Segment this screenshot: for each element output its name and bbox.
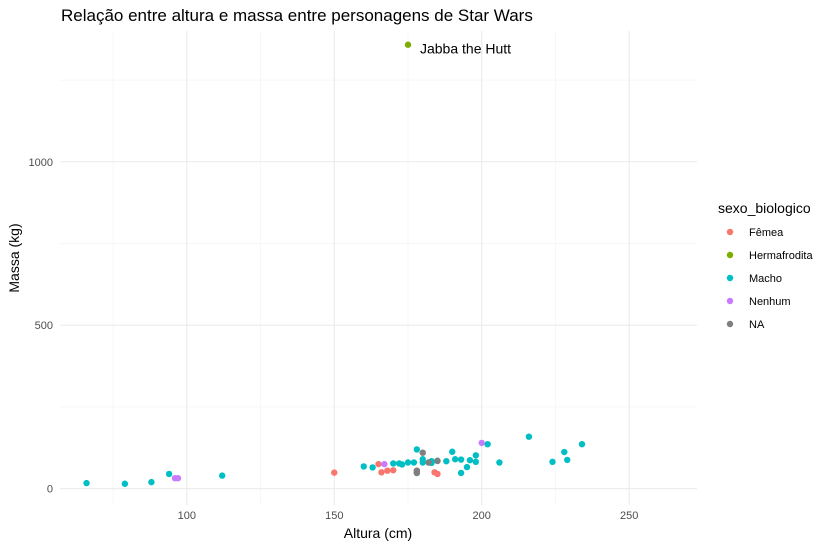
data-point	[390, 467, 397, 474]
data-point	[525, 433, 533, 440]
data-point	[121, 480, 129, 487]
data-point	[451, 456, 459, 463]
data-point	[443, 457, 450, 465]
data-point	[425, 459, 432, 466]
legend-title: sexo_biologico	[718, 200, 811, 216]
data-point	[457, 469, 465, 477]
data-point	[378, 469, 385, 476]
data-point	[434, 457, 441, 465]
y-tick-label: 500	[35, 320, 53, 332]
legend-key	[726, 228, 734, 236]
data-point	[174, 474, 182, 482]
y-axis-title: Massa (kg)	[6, 223, 22, 292]
data-point	[83, 479, 90, 487]
grid	[60, 31, 697, 505]
data-point	[165, 470, 173, 478]
data-point	[549, 458, 556, 466]
data-point	[419, 456, 426, 463]
legend-key	[726, 320, 734, 328]
x-tick-label: 150	[325, 510, 343, 522]
data-point	[218, 472, 226, 479]
data-point	[484, 440, 491, 448]
y-tick-label: 0	[47, 484, 53, 496]
data-point	[496, 459, 503, 466]
data-point	[331, 469, 338, 476]
legend-label: Fêmea	[749, 227, 784, 239]
annotation-label: Jabba the Hutt	[420, 41, 511, 57]
data-point	[360, 463, 367, 470]
data-point	[375, 460, 382, 468]
data-point	[561, 448, 568, 456]
legend-key	[726, 297, 734, 305]
data-point	[381, 460, 388, 468]
y-tick-label: 1000	[29, 157, 53, 169]
data-point	[434, 470, 441, 478]
data-point	[466, 457, 474, 464]
data-point	[390, 460, 397, 467]
legend-key	[726, 274, 734, 282]
data-points	[83, 41, 586, 487]
data-point	[404, 459, 412, 466]
data-point	[398, 461, 406, 468]
data-point	[413, 469, 421, 477]
data-point	[472, 458, 480, 466]
data-point	[148, 478, 155, 486]
chart-title: Relação entre altura e massa entre perso…	[61, 6, 533, 25]
data-point	[578, 440, 586, 448]
data-point	[413, 446, 421, 453]
tick-labels: 100 150 200 250 0 500 1000	[29, 157, 639, 522]
legend-label: NA	[749, 319, 765, 331]
data-point	[472, 452, 480, 459]
legend-label: Nenhum	[749, 296, 791, 308]
legend-label: Hermafrodita	[749, 250, 813, 262]
x-axis-title: Altura (cm)	[344, 525, 412, 541]
data-point	[463, 463, 471, 471]
x-tick-label: 250	[620, 510, 638, 522]
data-point	[384, 467, 391, 474]
data-point	[449, 448, 456, 455]
data-point	[369, 464, 376, 471]
legend-key	[726, 251, 734, 259]
data-point	[404, 41, 412, 48]
data-point	[478, 439, 485, 447]
data-point	[410, 459, 418, 466]
legend-label: Macho	[749, 273, 782, 285]
data-point	[564, 456, 571, 464]
data-point	[457, 456, 465, 463]
data-point	[419, 449, 426, 456]
x-tick-label: 200	[473, 510, 491, 522]
legend: sexo_biologico Fêmea Hermafrodita Macho Nen…	[718, 200, 813, 331]
x-tick-label: 100	[178, 510, 196, 522]
